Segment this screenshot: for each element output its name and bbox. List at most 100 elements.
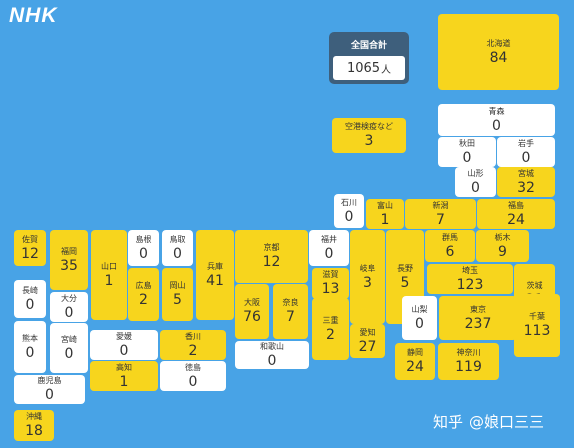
prefecture-name: 愛知 [359,327,376,337]
prefecture-count: 35 [60,257,78,274]
prefecture-count: 0 [471,179,480,196]
prefecture-count: 119 [455,359,482,375]
prefecture-hiroshima: 広島 2 [128,268,159,321]
prefecture-name: 石川 [341,197,357,207]
prefecture-shimane: 島根 0 [128,230,159,266]
prefecture-count: 41 [206,272,224,289]
prefecture-count: 0 [344,208,354,225]
prefecture-tokyo: 東京 237 [439,296,517,340]
prefecture-count: 1 [119,373,129,390]
prefecture-name: 富山 [377,200,393,210]
prefecture-name: 奈良 [282,298,299,307]
prefecture-name: 滋賀 [322,270,339,279]
prefecture-osaka: 大阪 76 [235,284,269,339]
prefecture-count: 2 [326,326,335,343]
prefecture-name: 宮城 [518,168,534,178]
prefecture-name: 和歌山 [260,341,284,351]
prefecture-count: 5 [400,274,410,291]
prefecture-name: 空港検疫など [345,122,393,131]
prefecture-ishikawa: 石川 0 [334,194,364,228]
prefecture-okinawa: 沖縄 18 [14,410,54,441]
prefecture-wakayama: 和歌山 0 [235,341,309,369]
prefecture-name: 三重 [322,315,339,325]
national-total-box: 全国合計 1065 人 [329,32,409,84]
prefecture-count: 24 [406,359,424,375]
prefecture-name: 埼玉 [462,265,478,275]
prefecture-name: 北海道 [486,38,511,48]
prefecture-yamanashi: 山梨 0 [402,296,437,340]
prefecture-count: 1 [104,272,114,289]
prefecture-toyama: 富山 1 [366,199,404,229]
prefecture-name: 熊本 [22,333,38,343]
prefecture-shizuoka: 静岡 24 [395,343,435,380]
national-total-label: 全国合計 [350,41,387,51]
prefecture-name: 鹿児島 [37,376,62,385]
prefecture-count: 113 [523,323,551,339]
prefecture-saitama: 埼玉 123 [427,264,513,294]
national-total-unit: 人 [381,64,392,76]
prefecture-yamagata: 山形 0 [455,167,496,197]
prefecture-name: 京都 [263,243,280,252]
prefecture-count: 0 [139,245,148,262]
prefecture-count: 12 [21,245,39,262]
prefecture-name: 山形 [467,168,484,178]
prefecture-name: 青森 [488,106,505,116]
prefecture-mie: 三重 2 [312,298,349,360]
prefecture-hokkaido: 北海道 84 [438,14,559,90]
prefecture-tokushima: 徳島 0 [160,361,226,391]
prefecture-name: 秋田 [459,138,475,148]
prefecture-count: 123 [456,276,484,293]
prefecture-name: 千葉 [529,312,545,321]
prefecture-kanagawa: 神奈川 119 [438,343,499,380]
prefecture-name: 栃木 [494,232,511,242]
prefecture-count: 9 [498,243,507,260]
prefecture-name: 兵庫 [207,261,223,271]
prefecture-name: 神奈川 [456,348,481,357]
prefecture-count: 0 [324,245,334,262]
prefecture-saga: 佐賀 12 [14,230,46,266]
prefecture-name: 島根 [135,234,152,244]
prefecture-name: 大分 [61,293,77,303]
prefecture-count: 0 [188,373,198,390]
prefecture-count: 0 [521,149,531,166]
prefecture-count: 0 [492,117,501,134]
prefecture-kagoshima: 鹿児島 0 [14,375,85,404]
prefecture-name: 宮崎 [61,334,77,344]
prefecture-name: 茨城 [526,280,543,290]
prefecture-count: 0 [45,387,54,403]
nhk-logo: NHK [9,4,58,27]
prefecture-tottori: 鳥取 0 [162,230,193,266]
prefecture-name: 岐阜 [359,263,376,273]
prefecture-akita: 秋田 0 [438,137,496,167]
prefecture-ehime: 愛媛 0 [90,330,158,360]
prefecture-fukushima: 福島 24 [477,199,555,229]
prefecture-name: 福井 [321,234,337,244]
prefecture-kochi: 高知 1 [90,361,158,391]
prefecture-count: 3 [364,133,374,149]
prefecture-kagawa: 香川 2 [160,330,226,360]
prefecture-name: 大阪 [244,298,260,307]
prefecture-miyagi: 宮城 32 [497,167,555,197]
prefecture-count: 2 [139,292,148,308]
prefecture-name: 長野 [397,263,413,273]
prefecture-miyazaki: 宮崎 0 [50,323,88,373]
prefecture-kumamoto: 熊本 0 [14,321,46,373]
prefecture-count: 1 [380,211,390,228]
prefecture-name: 高知 [116,362,132,372]
prefecture-name: 長崎 [22,285,38,295]
prefecture-yamaguchi: 山口 1 [91,230,127,320]
prefecture-name: 新潟 [432,200,449,210]
prefecture-name: 東京 [470,304,486,314]
prefecture-nara: 奈良 7 [273,284,308,339]
prefecture-name: 香川 [185,331,201,341]
prefecture-aichi: 愛知 27 [350,324,385,358]
prefecture-name: 福島 [508,200,524,210]
prefecture-name: 群馬 [442,232,458,242]
prefecture-name: 福岡 [61,246,77,256]
prefecture-count: 3 [363,274,372,291]
prefecture-name: 徳島 [185,362,201,372]
prefecture-niigata: 新潟 7 [405,199,476,229]
prefecture-nagasaki: 長崎 0 [14,280,46,318]
prefecture-okayama: 岡山 5 [162,268,193,321]
prefecture-count: 0 [64,304,74,321]
